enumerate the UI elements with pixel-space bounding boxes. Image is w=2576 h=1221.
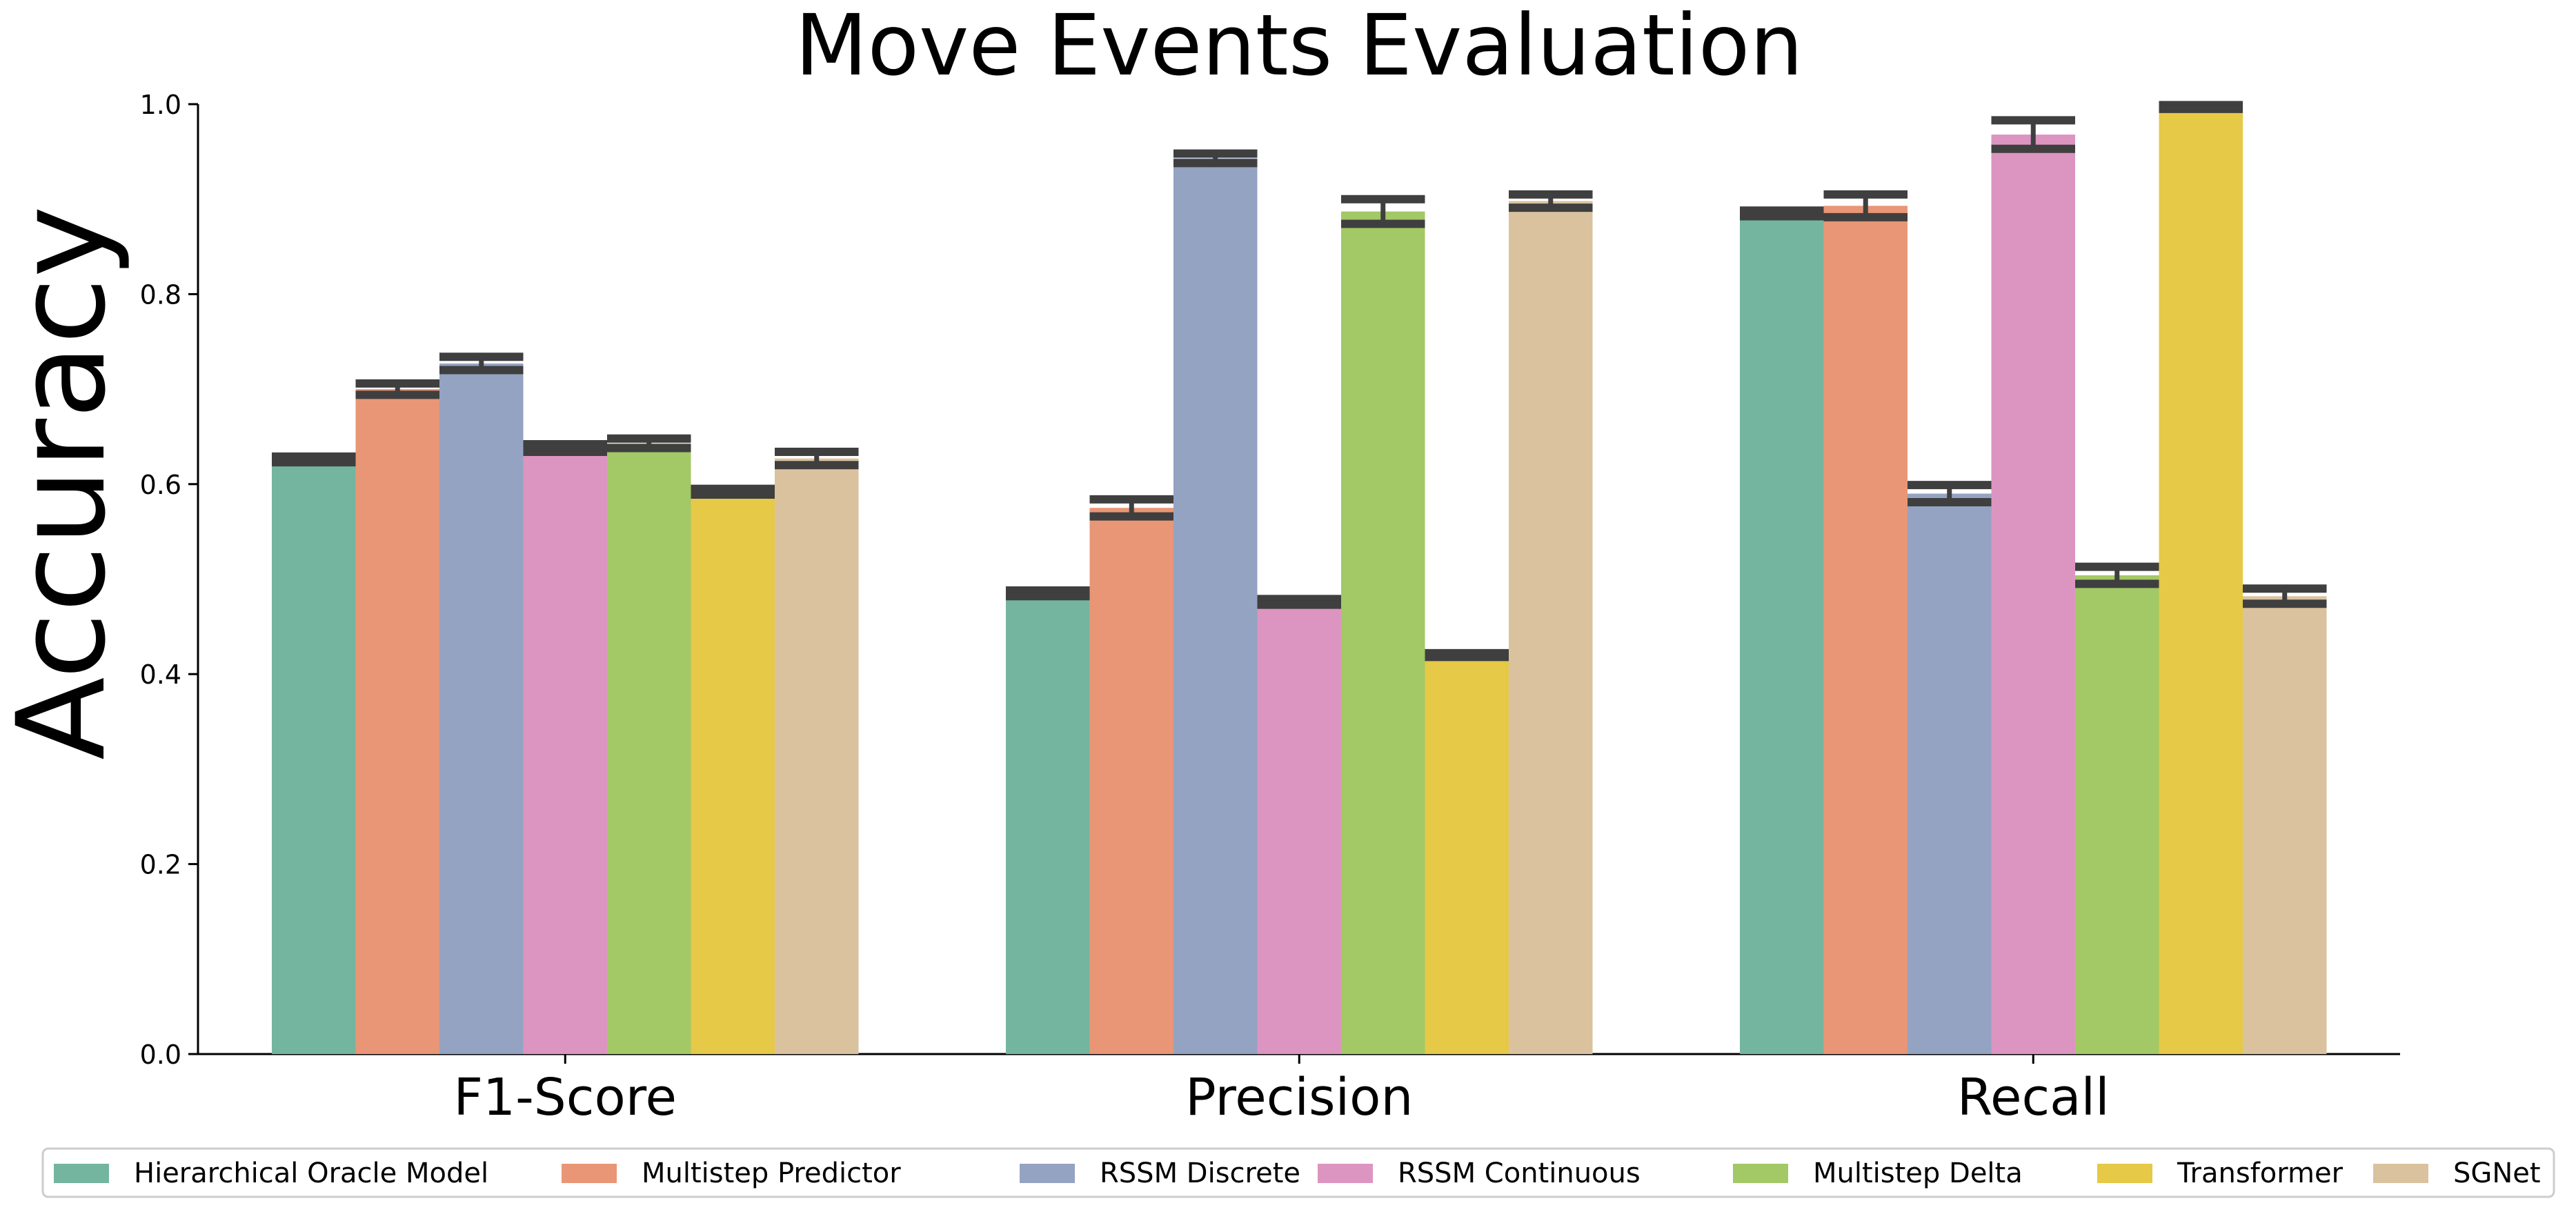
bar <box>2075 575 2159 1054</box>
bar <box>1089 508 1173 1054</box>
plot-area: 0.0 0.2 0.4 0.6 0.8 1.0 F1-Score Precision Recal… <box>140 90 2400 1127</box>
legend-label: Hierarchical Oracle Model <box>134 1158 488 1189</box>
bar <box>523 448 607 1054</box>
bar <box>1173 158 1258 1054</box>
legend-label: Multistep Predictor <box>642 1158 901 1189</box>
bar <box>1257 602 1341 1054</box>
bar <box>2159 107 2243 1055</box>
legend-swatch <box>54 1164 109 1183</box>
bar <box>272 459 356 1054</box>
legend-label: SGNet <box>2453 1158 2541 1189</box>
y-tick-label: 0.8 <box>140 279 181 310</box>
x-tick-label: Precision <box>1185 1068 1413 1127</box>
x-tick-label: Recall <box>1957 1068 2110 1127</box>
legend-frame <box>41 1147 2555 1198</box>
bar <box>1006 593 1090 1054</box>
bar <box>691 491 775 1054</box>
bar <box>1740 213 1824 1055</box>
chart-title: Move Events Evaluation <box>795 0 1803 95</box>
legend-swatch <box>1318 1164 1373 1183</box>
bar <box>1509 201 1593 1055</box>
x-tick-label: F1-Score <box>453 1068 677 1127</box>
legend-swatch <box>562 1164 617 1183</box>
legend-swatch <box>2097 1164 2152 1183</box>
bar <box>1341 211 1425 1054</box>
y-axis-label: Accuracy <box>0 206 132 760</box>
y-tick-label: 1.0 <box>140 90 181 120</box>
legend-swatch <box>1733 1164 1788 1183</box>
legend-label: Transformer <box>2177 1158 2344 1189</box>
legend-swatch <box>2373 1164 2428 1183</box>
y-tick-label: 0.0 <box>140 1040 181 1070</box>
bar <box>2243 596 2327 1054</box>
bar <box>1991 135 2075 1055</box>
bar <box>607 443 691 1054</box>
bar <box>775 458 859 1054</box>
legend-swatch <box>1020 1164 1075 1183</box>
bar <box>439 363 524 1054</box>
y-tick-label: 0.6 <box>140 470 181 500</box>
bar <box>1908 493 1992 1054</box>
bar <box>355 389 439 1054</box>
bar <box>1425 655 1509 1054</box>
legend-label: Multistep Delta <box>1813 1158 2023 1189</box>
legend-label: RSSM Continuous <box>1398 1158 1641 1189</box>
legend: Hierarchical Oracle Model Multistep Predi… <box>41 1147 2555 1198</box>
y-tick-label: 0.2 <box>140 850 181 880</box>
legend-label: RSSM Discrete <box>1100 1158 1300 1189</box>
bar <box>1823 206 1908 1054</box>
y-tick-label: 0.4 <box>140 659 181 690</box>
